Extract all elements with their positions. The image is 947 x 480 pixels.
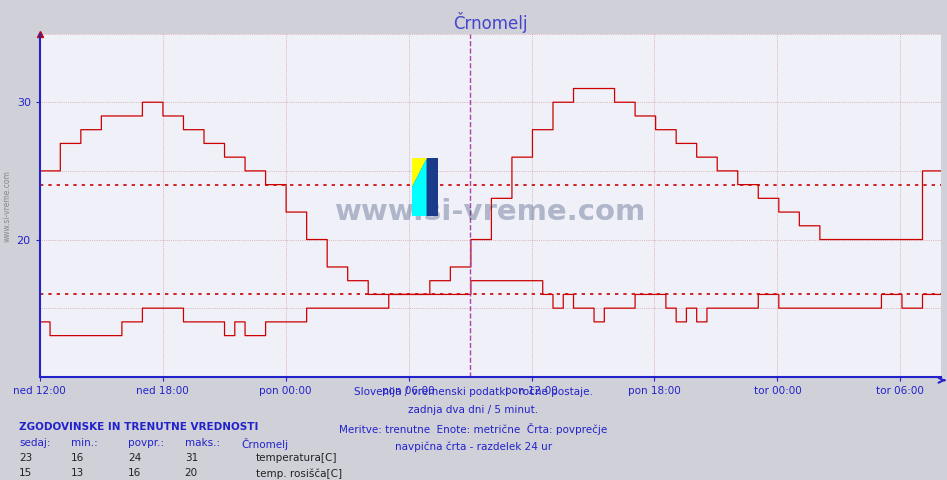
Text: 20: 20 [185,468,198,479]
Polygon shape [412,158,426,187]
Text: navpična črta - razdelek 24 ur: navpična črta - razdelek 24 ur [395,441,552,452]
Text: www.si-vreme.com: www.si-vreme.com [335,198,646,226]
Text: 23: 23 [19,453,32,463]
Text: 13: 13 [71,468,84,479]
Text: 16: 16 [71,453,84,463]
Text: 24: 24 [128,453,141,463]
Text: povpr.:: povpr.: [128,438,164,448]
Text: Meritve: trenutne  Enote: metrične  Črta: povprečje: Meritve: trenutne Enote: metrične Črta: … [339,423,608,435]
Text: www.si-vreme.com: www.si-vreme.com [3,170,12,242]
Text: Črnomelj: Črnomelj [241,438,289,450]
Text: temp. rosišča[C]: temp. rosišča[C] [256,468,342,479]
Text: min.:: min.: [71,438,98,448]
Title: Črnomelj: Črnomelj [454,12,527,34]
Text: temperatura[C]: temperatura[C] [256,453,337,463]
Text: 16: 16 [128,468,141,479]
Text: zadnja dva dni / 5 minut.: zadnja dva dni / 5 minut. [408,405,539,415]
Text: maks.:: maks.: [185,438,220,448]
Text: 15: 15 [19,468,32,479]
Text: ZGODOVINSKE IN TRENUTNE VREDNOSTI: ZGODOVINSKE IN TRENUTNE VREDNOSTI [19,422,259,432]
Text: 31: 31 [185,453,198,463]
Text: Slovenija / vremenski podatki - ročne postaje.: Slovenija / vremenski podatki - ročne po… [354,386,593,397]
Text: sedaj:: sedaj: [19,438,50,448]
Polygon shape [412,158,426,216]
